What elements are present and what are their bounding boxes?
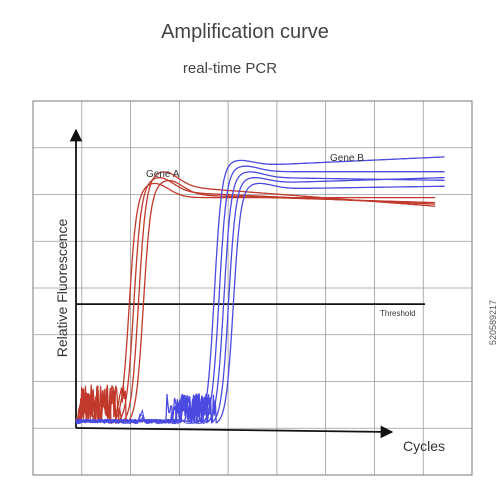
chart-title: Amplification curve	[161, 21, 329, 43]
x-axis	[75, 425, 394, 439]
curve	[75, 176, 445, 424]
curve	[75, 171, 436, 424]
baseline-curve	[75, 416, 209, 425]
y-axis-label: Relative Fluorescence	[54, 219, 70, 358]
chart-grid	[32, 100, 473, 476]
series-label-gene-b: Gene B	[330, 153, 364, 164]
curve	[75, 182, 445, 424]
curve	[75, 171, 445, 424]
threshold-label: Threshold	[380, 309, 416, 318]
baseline-traces	[75, 408, 209, 425]
x-axis-label: Cycles	[403, 438, 445, 454]
curve	[75, 165, 445, 424]
chart-subtitle: real-time PCR	[183, 60, 277, 77]
baseline-curve	[75, 413, 209, 425]
curve	[75, 179, 436, 424]
series-gene-a	[75, 171, 436, 424]
amplification-curves	[75, 156, 445, 425]
chart-axes	[69, 128, 394, 439]
watermark-id: 520589217	[488, 300, 498, 346]
series-label-gene-a: Gene A	[146, 169, 180, 180]
